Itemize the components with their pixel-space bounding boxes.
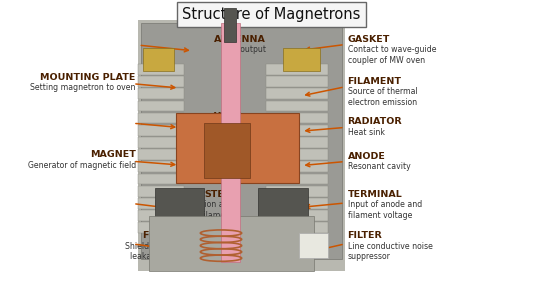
Bar: [258, 188, 308, 221]
Bar: [143, 48, 174, 70]
Bar: [267, 222, 329, 233]
Bar: [138, 88, 184, 99]
Bar: [138, 125, 184, 136]
Bar: [267, 186, 329, 197]
Text: Generator of magnetic field: Generator of magnetic field: [28, 161, 136, 170]
Text: Heat sink: Heat sink: [348, 128, 384, 137]
Text: FILTER: FILTER: [348, 231, 382, 240]
Bar: [267, 210, 329, 221]
Bar: [267, 137, 329, 148]
Text: Input insulation and
supporting filament: Input insulation and supporting filament: [155, 200, 233, 220]
Bar: [138, 174, 184, 184]
Bar: [155, 188, 205, 221]
Text: FILAMENT: FILAMENT: [348, 77, 401, 86]
Text: MAGNET: MAGNET: [90, 150, 136, 159]
Bar: [138, 20, 345, 271]
Bar: [138, 100, 184, 111]
Bar: [267, 125, 329, 136]
Bar: [149, 215, 314, 271]
Bar: [205, 123, 250, 178]
Text: RADIATOR: RADIATOR: [348, 117, 402, 126]
Bar: [138, 210, 184, 221]
Text: Source of thermal
electron emission: Source of thermal electron emission: [348, 87, 417, 107]
Bar: [267, 113, 329, 123]
Text: RF output: RF output: [228, 45, 266, 54]
Bar: [267, 100, 329, 111]
Bar: [138, 76, 184, 87]
Text: Resonant cavity: Resonant cavity: [348, 162, 411, 171]
Text: Structure of Magnetrons: Structure of Magnetrons: [182, 7, 361, 22]
Text: FILTER BOX: FILTER BOX: [143, 231, 204, 240]
Text: MOUNTING PLATE: MOUNTING PLATE: [40, 73, 136, 82]
Bar: [283, 48, 320, 70]
Text: Input of anode and
filament voltage: Input of anode and filament voltage: [348, 200, 422, 220]
Bar: [221, 23, 239, 262]
Bar: [138, 186, 184, 197]
Text: ANODE: ANODE: [348, 152, 386, 161]
Bar: [175, 113, 299, 183]
Bar: [267, 174, 329, 184]
Bar: [299, 233, 329, 258]
Text: Magnetic circuit: Magnetic circuit: [179, 123, 242, 132]
Bar: [267, 76, 329, 87]
Text: GASKET: GASKET: [348, 35, 390, 44]
Bar: [138, 149, 184, 160]
Text: STEM: STEM: [204, 190, 233, 199]
Text: Contact to wave-guide
coupler of MW oven: Contact to wave-guide coupler of MW oven: [348, 45, 436, 65]
Bar: [138, 222, 184, 233]
Bar: [138, 113, 184, 123]
Bar: [224, 8, 237, 42]
Bar: [267, 198, 329, 209]
Bar: [267, 149, 329, 160]
Text: ANTENNA: ANTENNA: [214, 35, 266, 44]
Bar: [138, 198, 184, 209]
Text: Line conductive noise
suppressor: Line conductive noise suppressor: [348, 242, 432, 261]
Bar: [138, 64, 184, 75]
Bar: [138, 137, 184, 148]
Bar: [267, 64, 329, 75]
Bar: [138, 162, 184, 172]
Bar: [267, 88, 329, 99]
Text: TERMINAL: TERMINAL: [348, 190, 402, 199]
Text: Shield of microwave
leakage from stem: Shield of microwave leakage from stem: [125, 242, 204, 261]
Text: YOKE: YOKE: [213, 112, 242, 121]
Bar: [141, 23, 342, 259]
Bar: [267, 162, 329, 172]
Text: Setting magnetron to oven: Setting magnetron to oven: [30, 83, 136, 92]
